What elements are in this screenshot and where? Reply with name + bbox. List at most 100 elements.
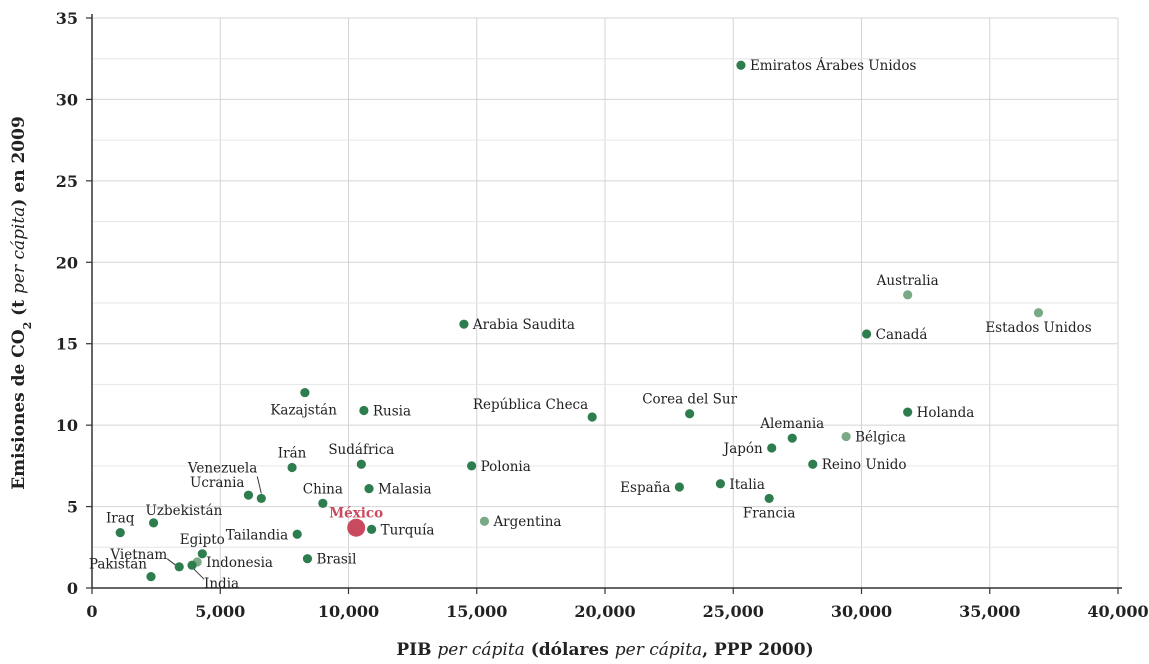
x-axis-label: PIB per cápita (dólares per cápita, PPP … [396,640,813,660]
leader-line-venezuela [256,476,262,494]
point-belgica [841,431,851,442]
x-tick-label: 35,000 [959,602,1020,621]
point-rusia [359,405,369,416]
label-emiratos-arabes-unidos: Emiratos Árabes Unidos [750,58,917,74]
label-arabia-saudita: Arabia Saudita [472,317,575,333]
label-japon: Japón [722,441,763,457]
data-points [115,60,1044,582]
y-tick-label: 5 [67,498,78,517]
x-tick-label: 0 [86,602,97,621]
leader-line-vietnam [166,558,176,566]
point-australia [903,290,913,300]
point-brasil [302,554,313,564]
label-canada: Canadá [876,327,928,343]
point-mexico [347,518,366,537]
point-republica-checa [587,412,597,422]
label-pakistan: Pakistán [89,557,147,573]
label-uzbekistan: Uzbekistán [146,503,223,519]
y-tick-label: 15 [56,335,78,354]
y-tick-label: 20 [56,253,78,272]
label-corea-del-sur: Corea del Sur [642,392,737,408]
point-japon [767,443,777,453]
label-argentina: Argentina [492,514,561,530]
label-estados-unidos: Estados Unidos [985,320,1091,336]
axes [91,14,1122,589]
label-belgica: Bélgica [855,430,906,446]
point-china [318,498,328,508]
point-canada [862,329,872,339]
point-ucrania [243,490,254,500]
y-axis-ticks: 0 5 10 15 20 25 30 35 [56,9,92,598]
grid [92,17,1119,588]
label-tailandia: Tailandia [226,527,288,543]
label-egipto: Egipto [180,532,225,548]
point-arabia-saudita [459,319,469,329]
label-francia: Francia [743,505,796,521]
label-sudafrica: Sudáfrica [328,442,394,458]
point-holanda [903,407,913,417]
label-alemania: Alemania [759,416,824,432]
point-uzbekistan [148,518,159,528]
point-reino-unido [808,459,818,469]
label-polonia: Polonia [481,459,531,475]
point-tailandia [292,529,302,539]
x-tick-label: 10,000 [318,602,379,621]
point-italia [715,479,726,489]
point-emiratos-arabes-unidos [736,60,746,70]
point-kazajstan [300,387,310,398]
point-polonia [467,461,477,471]
point-argentina [479,516,490,526]
label-italia: Italia [729,477,765,493]
label-india: India [204,576,239,592]
label-republica-checa: República Checa [473,397,588,413]
x-tick-label: 40,000 [1087,602,1148,621]
leader-line-india [193,568,205,580]
label-turquia: Turquía [381,522,435,538]
label-iran: Irán [278,445,307,461]
point-iraq [115,528,125,538]
point-malasia [364,484,374,494]
label-rusia: Rusia [373,403,411,419]
y-tick-label: 10 [56,416,78,435]
x-tick-label: 20,000 [574,602,635,621]
label-iraq: Iraq [106,511,135,527]
label-indonesia: Indonesia [206,555,273,571]
point-india [187,560,197,570]
point-espana [674,482,684,492]
label-brasil: Brasil [316,552,356,568]
label-australia: Australia [876,273,939,289]
label-vietnam: Vietnam [109,547,167,563]
point-francia [764,493,774,504]
point-labels: Emiratos Árabes Unidos Australia Estados U… [89,58,1092,592]
x-tick-label: 15,000 [446,602,507,621]
x-tick-label: 5,000 [195,602,245,621]
label-venezuela: Venezuela [187,460,257,476]
label-malasia: Malasia [378,482,432,498]
label-reino-unido: Reino Unido [822,457,907,473]
point-turquia [366,524,377,534]
point-venezuela [256,493,266,504]
label-holanda: Holanda [917,405,975,421]
y-tick-label: 25 [56,172,78,191]
point-sudafrica [356,459,366,469]
label-mexico: México [329,506,383,522]
point-vietnam [174,562,184,572]
x-axis-ticks: 0 5,000 10,000 15,000 20,000 25,000 30,000 35,0… [86,588,1149,621]
x-tick-label: 25,000 [703,602,764,621]
label-espana: España [620,480,670,496]
x-tick-label: 30,000 [831,602,892,621]
point-pakistan [146,572,156,582]
label-china: China [303,481,343,497]
point-alemania [787,433,797,443]
point-corea-del-sur [685,409,695,419]
point-iran [287,462,297,473]
point-estados-unidos [1033,308,1044,318]
y-tick-label: 30 [56,90,78,109]
label-kazajstan: Kazajstán [270,403,337,419]
point-egipto [197,549,207,559]
y-axis-label: Emisiones de CO2 (t per cápita) en 2009 [9,116,34,490]
y-tick-label: 35 [56,9,78,28]
label-ucrania: Ucrania [190,475,245,491]
y-tick-label: 0 [67,579,78,598]
